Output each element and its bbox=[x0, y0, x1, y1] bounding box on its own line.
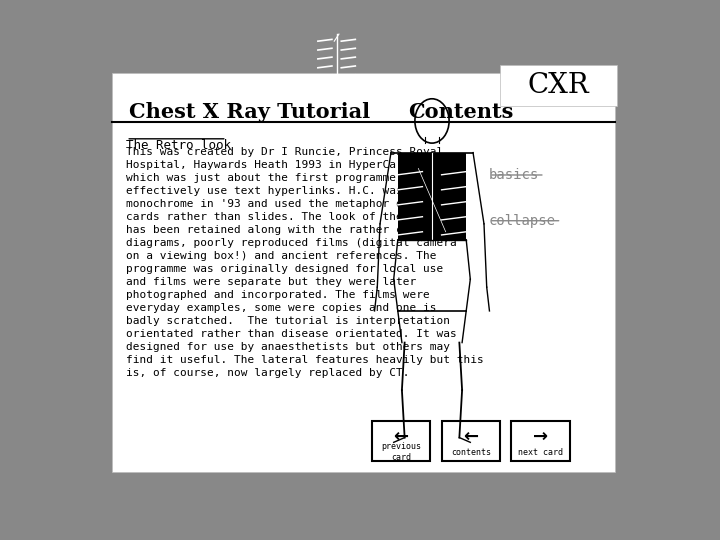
Text: Chest X Ray Tutorial: Chest X Ray Tutorial bbox=[129, 102, 370, 122]
FancyBboxPatch shape bbox=[511, 421, 570, 461]
Text: contents: contents bbox=[451, 448, 491, 457]
Text: previous
card: previous card bbox=[381, 442, 421, 462]
FancyBboxPatch shape bbox=[372, 421, 431, 461]
FancyBboxPatch shape bbox=[112, 73, 615, 472]
FancyBboxPatch shape bbox=[441, 421, 500, 461]
Text: The Retro look: The Retro look bbox=[126, 139, 231, 152]
Text: →: → bbox=[533, 428, 548, 446]
Text: CXR: CXR bbox=[528, 72, 590, 99]
Text: ←: ← bbox=[463, 428, 478, 446]
Text: ←: ← bbox=[394, 428, 409, 446]
Text: Contents: Contents bbox=[408, 102, 513, 122]
FancyBboxPatch shape bbox=[397, 153, 467, 240]
Text: This was created by Dr I Runcie, Princess Royal
Hospital, Haywards Heath 1993 in: This was created by Dr I Runcie, Princes… bbox=[126, 147, 484, 379]
FancyBboxPatch shape bbox=[500, 65, 617, 106]
Text: next card: next card bbox=[518, 448, 563, 457]
Text: collapse: collapse bbox=[489, 214, 556, 228]
Text: basics: basics bbox=[489, 168, 539, 182]
